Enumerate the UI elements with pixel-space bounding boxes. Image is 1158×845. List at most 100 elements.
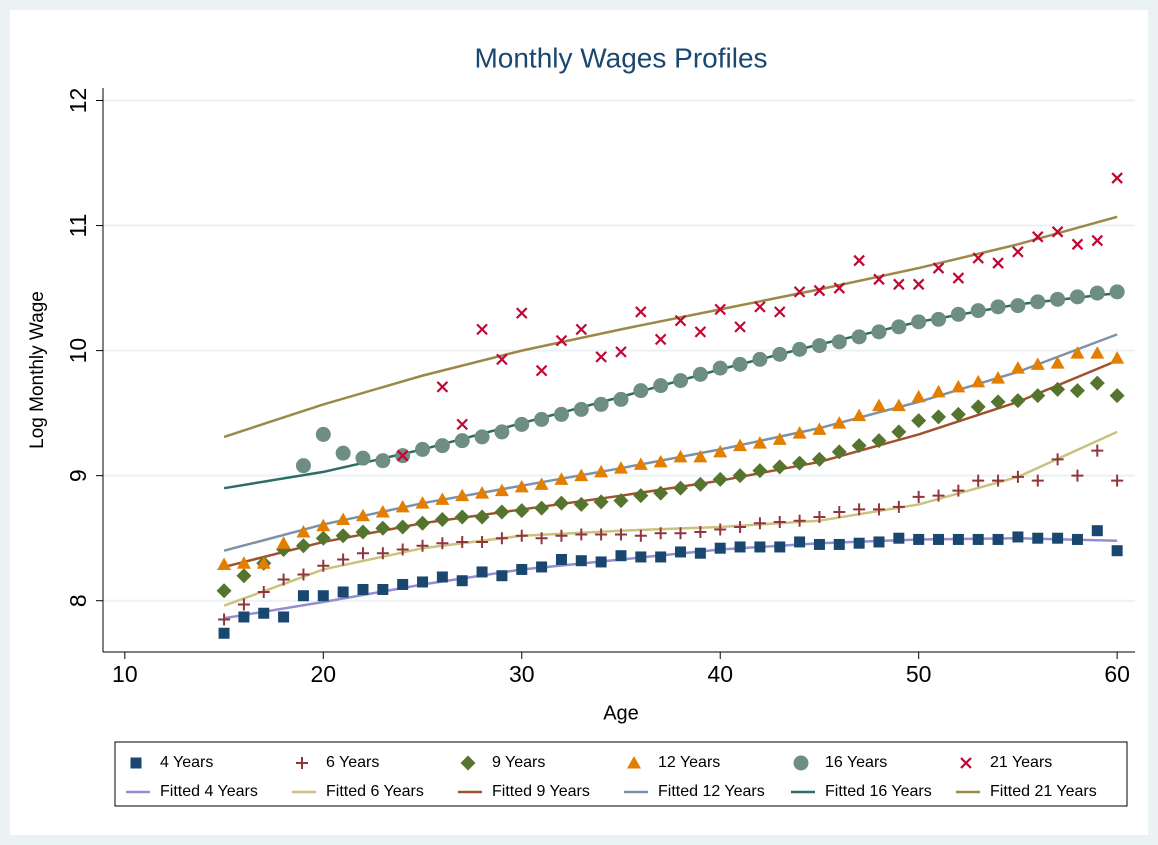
point — [851, 329, 867, 345]
point — [912, 490, 925, 503]
point — [375, 504, 390, 518]
point — [415, 515, 431, 531]
point — [1109, 388, 1125, 404]
point — [792, 341, 808, 357]
point — [1050, 291, 1066, 307]
point — [1011, 470, 1024, 483]
point — [335, 528, 351, 544]
point — [992, 533, 1004, 545]
point — [516, 563, 528, 575]
point — [217, 557, 232, 570]
point — [436, 537, 449, 550]
point — [256, 556, 271, 569]
point — [276, 536, 291, 549]
point — [296, 524, 311, 538]
point — [315, 426, 331, 442]
point — [952, 533, 964, 545]
point — [1010, 361, 1025, 374]
point — [355, 524, 371, 540]
point — [416, 539, 429, 552]
point — [494, 483, 509, 497]
point — [970, 399, 986, 415]
point — [297, 568, 310, 581]
point — [434, 511, 450, 527]
point — [851, 438, 867, 454]
point — [833, 505, 846, 518]
point — [952, 484, 965, 497]
point — [811, 338, 827, 354]
point — [575, 528, 588, 541]
point — [752, 463, 768, 479]
point — [654, 333, 667, 346]
point — [692, 366, 708, 382]
point — [1050, 381, 1066, 397]
point — [714, 523, 727, 536]
point — [356, 547, 369, 560]
legend-label: 16 Years — [825, 754, 887, 771]
point — [475, 486, 490, 499]
point — [712, 360, 728, 376]
point — [1052, 532, 1064, 544]
point — [1051, 226, 1064, 238]
point — [871, 398, 886, 412]
point — [833, 282, 846, 294]
point — [375, 520, 391, 536]
point — [933, 533, 945, 545]
legend-swatch — [793, 755, 809, 771]
point — [574, 468, 589, 482]
x-axis-title: Age — [603, 702, 639, 724]
point — [714, 542, 726, 554]
point — [258, 607, 270, 619]
point — [992, 474, 1005, 487]
point — [277, 573, 290, 586]
point — [932, 489, 945, 502]
point — [792, 455, 808, 471]
point — [573, 496, 589, 512]
point — [893, 532, 905, 544]
point — [911, 413, 927, 429]
point — [514, 479, 529, 493]
point — [555, 529, 568, 542]
point — [733, 438, 748, 452]
point — [476, 566, 488, 578]
point — [694, 326, 707, 338]
point — [1109, 284, 1125, 300]
point — [515, 529, 528, 542]
point — [712, 471, 728, 487]
point — [236, 568, 252, 584]
point — [456, 535, 469, 548]
point — [873, 273, 885, 286]
point — [1071, 238, 1084, 251]
point — [536, 561, 548, 573]
point — [772, 459, 788, 475]
point — [575, 323, 588, 336]
x-tick-label: 50 — [906, 661, 932, 687]
point — [752, 351, 768, 367]
point — [872, 503, 885, 516]
point — [635, 551, 647, 563]
point — [514, 416, 530, 432]
point — [1069, 289, 1085, 305]
x-tick-label: 60 — [1104, 661, 1130, 687]
point — [813, 510, 826, 523]
point — [1110, 351, 1125, 364]
point — [434, 438, 450, 454]
point — [1030, 294, 1046, 310]
point — [1071, 469, 1084, 482]
point — [674, 314, 687, 327]
point — [853, 503, 866, 516]
point — [773, 515, 786, 528]
x-tick-label: 20 — [310, 661, 336, 687]
point — [575, 555, 587, 567]
point — [1010, 393, 1026, 409]
point — [853, 254, 865, 267]
point — [315, 530, 331, 546]
point — [218, 613, 231, 626]
point — [476, 535, 489, 548]
y-tick-label: 9 — [65, 469, 91, 482]
point — [833, 538, 845, 550]
legend-label: Fitted 9 Years — [492, 783, 590, 800]
point — [655, 551, 667, 563]
point — [693, 449, 708, 463]
point — [355, 450, 371, 466]
